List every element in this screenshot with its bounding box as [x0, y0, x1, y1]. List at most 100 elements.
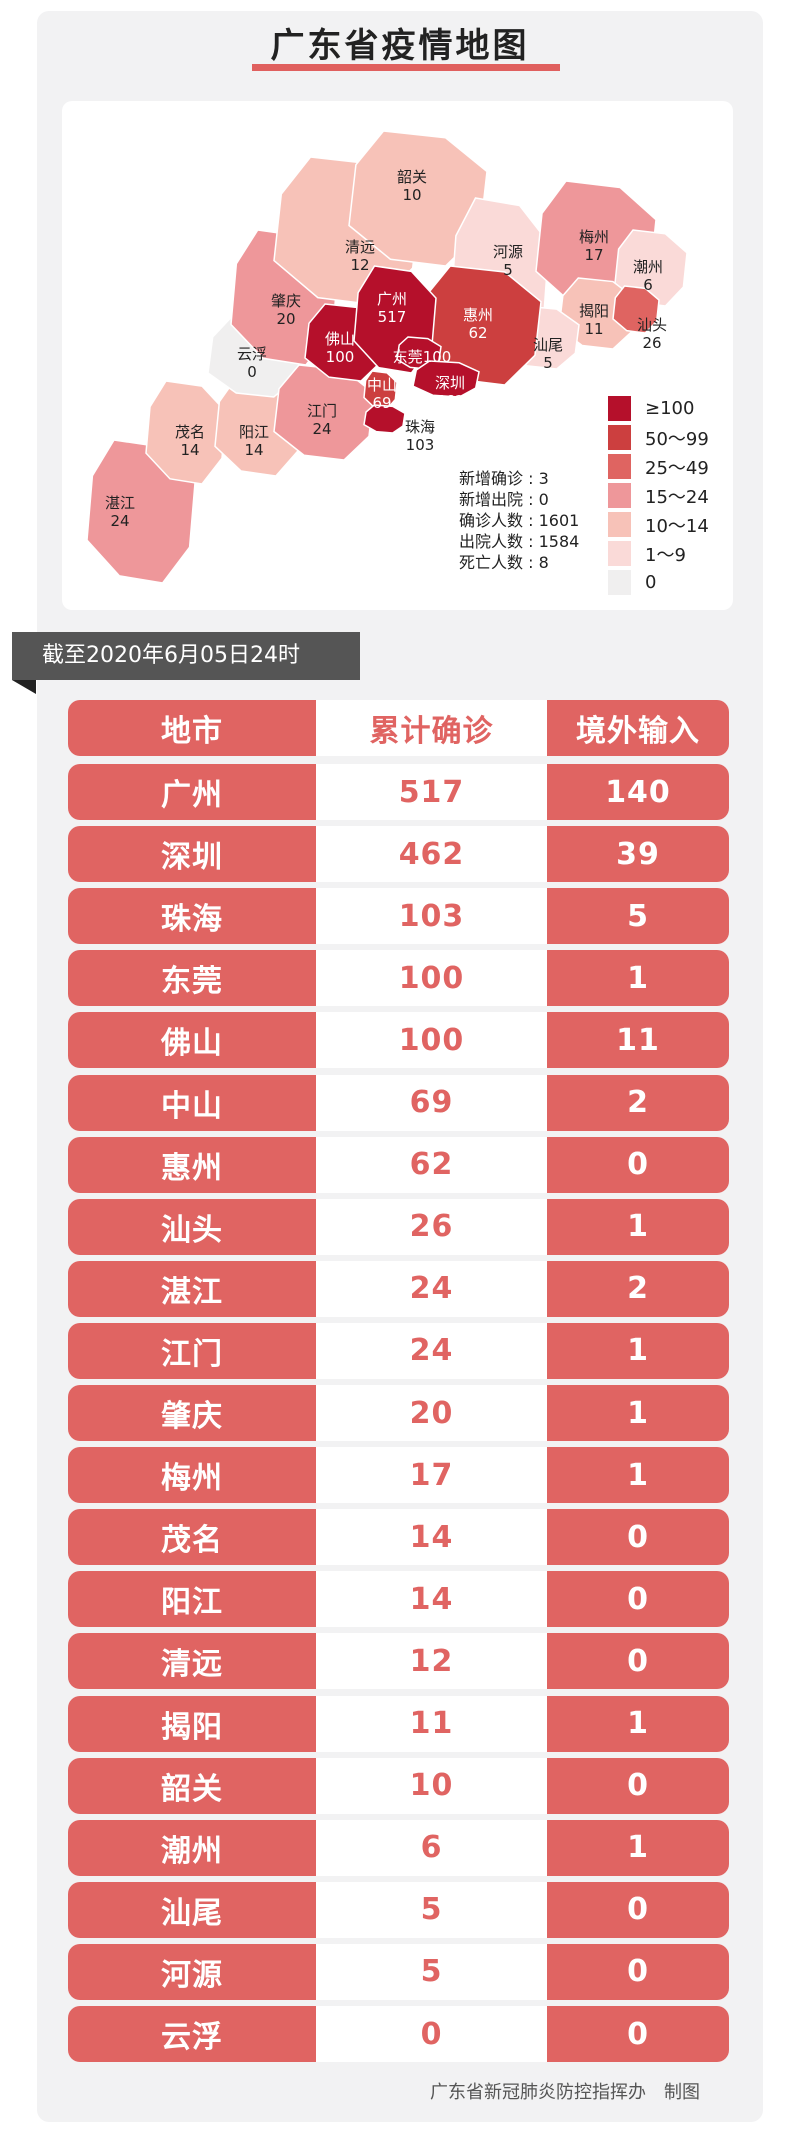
legend-item: 15～24: [608, 481, 709, 510]
total-cases-cell: 69: [316, 1074, 547, 1131]
title-underline: [252, 64, 560, 71]
stat-label: 新增确诊: [459, 469, 524, 488]
region-count: 14: [244, 441, 264, 459]
map-label: 中山 69: [367, 376, 397, 412]
map-label: 湛江 24: [105, 494, 135, 530]
stat-value: 3: [538, 469, 549, 488]
total-cases-cell: 14: [316, 1571, 547, 1628]
table-row: 珠海 103 5: [68, 888, 729, 945]
table-row: 潮州 6 1: [68, 1819, 729, 1876]
map-label: 清远 12: [345, 238, 375, 274]
imported-cases-cell: 11: [547, 1012, 729, 1069]
map-label: 云浮 0: [237, 345, 267, 381]
legend-item: 0: [608, 568, 709, 597]
region-count: 100: [325, 348, 355, 366]
region-count: 26: [642, 334, 662, 352]
table-row: 汕头 26 1: [68, 1198, 729, 1255]
map-region-14: [363, 404, 406, 434]
table-row: 江门 24 1: [68, 1322, 729, 1379]
region-name: 东莞: [392, 348, 423, 366]
table-header: 地市 累计确诊 境外输入: [68, 700, 729, 756]
map-label: 阳江 14: [239, 423, 269, 459]
total-cases-cell: 10: [316, 1757, 547, 1814]
total-cases-cell: 24: [316, 1322, 547, 1379]
region-count: 24: [312, 420, 332, 438]
table-row: 梅州 17 1: [68, 1447, 729, 1504]
table-row: 佛山 100 11: [68, 1012, 729, 1069]
region-name: 云浮: [236, 345, 268, 363]
total-cases-cell: 0: [316, 2006, 547, 2062]
region-count: 10: [402, 186, 422, 204]
legend-item: 50～99: [608, 423, 709, 452]
total-cases-cell: 462: [316, 826, 547, 883]
map-label: 江门 24: [307, 402, 337, 438]
stat-sep: :: [523, 469, 539, 488]
table-row: 惠州 62 0: [68, 1136, 729, 1193]
imported-cases-cell: 1: [547, 1322, 729, 1379]
stat-line: 死亡人数 : 8: [459, 552, 579, 573]
city-cell: 珠海: [68, 888, 316, 945]
total-cases-cell: 517: [316, 764, 547, 820]
table-row: 河源 5 0: [68, 1943, 729, 2000]
map-label: 汕头 26: [637, 316, 667, 352]
city-cell: 云浮: [68, 2006, 316, 2062]
map-region-12: [412, 360, 480, 398]
summary-stats: 新增确诊 : 3 新增出院 : 0 确诊人数 : 1601 出院人数 : 1584 死亡…: [459, 468, 579, 573]
imported-cases-cell: 1: [547, 1385, 729, 1441]
map-label: 东莞 100: [393, 348, 452, 366]
region-count: 5: [503, 261, 513, 279]
map-label: 珠海 103: [405, 418, 435, 454]
total-cases-cell: 6: [316, 1819, 547, 1876]
legend-swatch: [608, 454, 631, 479]
region-count: 11: [584, 320, 604, 338]
imported-cases-cell: 0: [547, 1881, 729, 1938]
table-row: 东莞 100 1: [68, 950, 729, 1007]
city-cell: 河源: [68, 1943, 316, 2000]
total-cases-cell: 100: [316, 950, 547, 1007]
table-row: 肇庆 20 1: [68, 1385, 729, 1441]
city-cell: 茂名: [68, 1509, 316, 1566]
total-cases-cell: 14: [316, 1509, 547, 1566]
map-region-19: [145, 380, 227, 485]
imported-cases-cell: 1: [547, 1447, 729, 1504]
region-count: 62: [468, 324, 488, 342]
legend-label: 10～14: [645, 515, 709, 537]
city-cell: 阳江: [68, 1571, 316, 1628]
map-label: 揭阳 11: [579, 302, 609, 338]
date-banner: 截至2020年6月05日24时: [12, 632, 360, 680]
region-count: 20: [276, 310, 296, 328]
stat-line: 新增出院 : 0: [459, 489, 579, 510]
region-name: 中山: [366, 376, 398, 394]
imported-cases-cell: 1: [547, 950, 729, 1007]
legend-swatch: [608, 483, 631, 508]
city-cell: 汕尾: [68, 1881, 316, 1938]
map-label: 佛山 100: [325, 330, 355, 366]
table-row: 汕尾 5 0: [68, 1881, 729, 1938]
region-name: 茂名: [174, 423, 206, 441]
table-row: 湛江 24 2: [68, 1260, 729, 1317]
city-cell: 汕头: [68, 1198, 316, 1255]
total-cases-cell: 103: [316, 888, 547, 945]
stat-value: 1601: [538, 511, 580, 530]
table-row: 茂名 14 0: [68, 1509, 729, 1566]
imported-cases-cell: 0: [547, 2006, 729, 2062]
region-count: 5: [543, 354, 553, 372]
region-name: 汕尾: [532, 336, 564, 354]
map-label: 肇庆 20: [271, 292, 301, 328]
legend-swatch: [608, 512, 631, 537]
legend-label: 15～24: [645, 486, 709, 508]
region-name: 阳江: [238, 423, 270, 441]
region-name: 揭阳: [578, 302, 610, 320]
legend-label: ≥100: [645, 398, 695, 419]
imported-cases-cell: 0: [547, 1571, 729, 1628]
table-row: 清远 12 0: [68, 1633, 729, 1690]
legend-label: 0: [645, 572, 657, 593]
stat-line: 出院人数 : 1584: [459, 531, 579, 552]
region-name: 韶关: [396, 168, 428, 186]
region-name: 河源: [492, 243, 524, 261]
city-cell: 广州: [68, 764, 316, 820]
map-label: 广州 517: [377, 290, 407, 326]
map-label: 汕尾 5: [533, 336, 563, 372]
region-count: 17: [584, 246, 604, 264]
map-region-0: [348, 130, 488, 267]
